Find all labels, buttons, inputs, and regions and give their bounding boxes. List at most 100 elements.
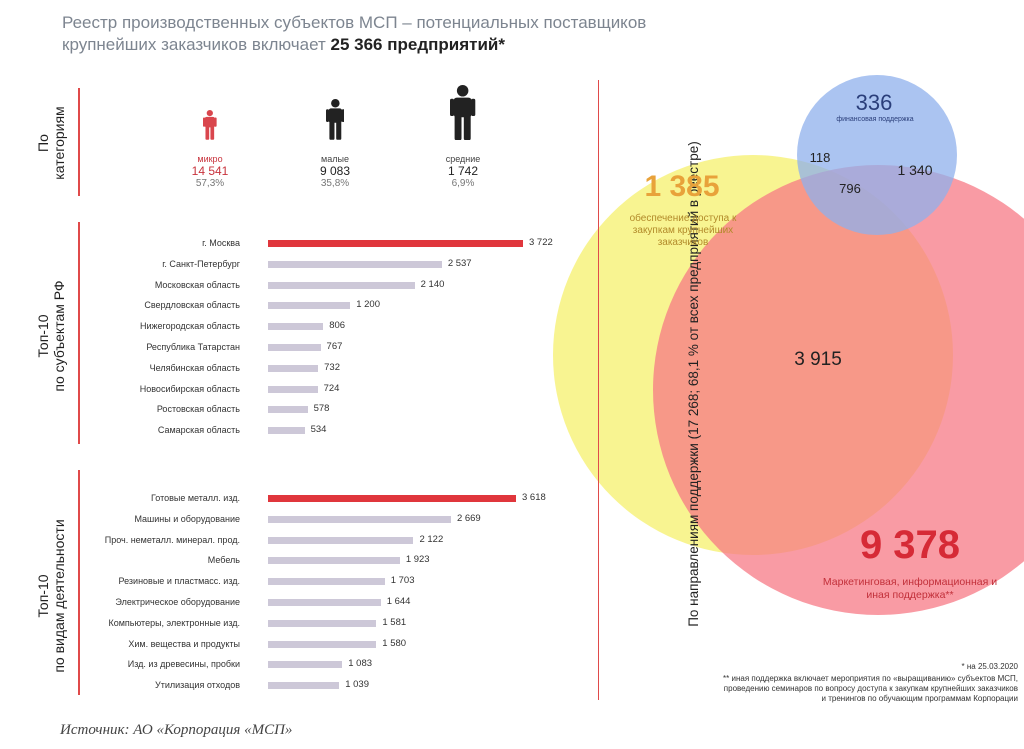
bar [268, 661, 343, 669]
bar-label: Компьютеры, электронные изд. [108, 617, 241, 628]
category-label: малые [321, 154, 349, 164]
bar-label: Готовые металл. изд. [151, 493, 240, 503]
bar-value: 724 [323, 382, 340, 394]
venn-value-access-marketing: 3 915 [794, 349, 842, 370]
venn-value-access-financial: 118 [809, 150, 831, 165]
section-label-categories: По категориям [35, 106, 67, 180]
bar-label: Машины и оборудование [134, 513, 240, 524]
bar-value: 1 581 [382, 616, 407, 628]
bar-value: 1 580 [382, 637, 407, 649]
section-divider-categories [78, 88, 80, 196]
category-value: 14 541 [191, 164, 229, 178]
bar-value: 1 703 [390, 575, 415, 587]
category-1: малые 9 083 35,8% [295, 154, 375, 189]
bar-label: Республика Татарстан [146, 342, 240, 352]
bar-value: 578 [313, 403, 330, 415]
venn-value-financial: 336 [855, 90, 893, 115]
bar-label: Нижегородская область [139, 321, 240, 332]
bar [268, 344, 321, 351]
bar-label: Московская область [154, 279, 240, 290]
venn-label-marketing: Маркетинговая, информационная и иная под… [822, 576, 998, 601]
bar-label: Проч. неметалл. минерал. прод. [104, 534, 240, 545]
bar [268, 619, 377, 627]
bar-value: 3 618 [522, 492, 546, 503]
category-0: микро 14 541 57,3% [170, 154, 250, 189]
bar [268, 515, 451, 523]
bar-value: 2 537 [447, 257, 472, 269]
bar [268, 536, 414, 544]
bar-label: Хим. вещества и продукты [128, 638, 240, 649]
venn-label-access: обеспечение доступа к закупкам крупнейши… [629, 213, 737, 248]
category-value: 1 742 [447, 164, 479, 178]
bar-label: Утилизация отходов [154, 680, 240, 691]
venn-circle-financial [797, 75, 957, 235]
bar-value: 1 644 [386, 596, 411, 607]
bar-value: 2 140 [420, 278, 445, 290]
bar-value: 732 [324, 361, 340, 373]
bar [268, 385, 318, 393]
title-line-1: Реестр производственных субъектов МСП – … [62, 13, 647, 32]
bar-value: 1 083 [348, 658, 373, 670]
bar [268, 281, 415, 289]
footnote-other-support: ** иная поддержка включает мероприятия п… [723, 674, 1018, 703]
bar-label: Ростовская область [156, 404, 240, 415]
bar-value: 2 669 [456, 512, 481, 524]
category-percent: 35,8% [320, 178, 350, 189]
category-2: средние 1 742 6,9% [423, 154, 503, 189]
venn-value-access: 1 385 [644, 170, 720, 203]
bar [268, 240, 523, 247]
bar-label: Изд. из древесины, пробки [127, 659, 240, 670]
section-divider-regions [78, 222, 80, 444]
venn-value-marketing: 9 378 [859, 523, 961, 567]
category-percent: 57,3% [195, 178, 225, 189]
bar-label: Самарская область [157, 425, 240, 436]
category-percent: 6,9% [451, 178, 475, 189]
bar [268, 682, 340, 690]
bar-value: 806 [329, 320, 346, 332]
bar-value: 767 [326, 341, 343, 352]
bar-value: 534 [310, 424, 327, 436]
bar-label: г. Санкт-Петербург [162, 258, 240, 269]
venn-diagram [553, 75, 1024, 615]
bar [268, 302, 351, 310]
footnote-date: * на 25.03.2020 [961, 662, 1018, 671]
bar [268, 364, 319, 372]
bar-label: Резиновые и пластмасс. изд. [118, 576, 240, 587]
bar-value: 1 923 [405, 554, 430, 566]
page-title: Реестр производственных субъектов МСП – … [62, 12, 762, 56]
bar-label: Новосибирская область [139, 383, 240, 394]
bar-label: Челябинская область [149, 362, 240, 373]
bar [268, 495, 516, 502]
title-line-2: крупнейших заказчиков включает 25 366 пр… [62, 34, 762, 56]
bar-value: 1 200 [356, 299, 380, 311]
bar [268, 640, 377, 648]
bar-value: 1 039 [345, 679, 369, 691]
title-total: 25 366 предприятий* [330, 35, 505, 54]
bar [268, 599, 381, 606]
source-note: Источник: АО «Корпорация «МСП» [60, 722, 293, 738]
venn-value-all-three: 796 [839, 181, 861, 196]
bar [268, 427, 305, 435]
person-small-icon [203, 110, 217, 140]
bar-value: 3 722 [529, 237, 553, 248]
bar [268, 260, 442, 268]
person-large-icon [450, 84, 476, 140]
bar [268, 578, 385, 586]
section-divider-industries [78, 470, 80, 695]
bar [268, 557, 400, 565]
bar-label: Мебель [207, 555, 240, 566]
bar [268, 323, 324, 331]
section-divider-support [598, 80, 599, 700]
venn-circle-marketing [653, 165, 1024, 615]
category-value: 9 083 [319, 164, 351, 178]
venn-label-financial: финансовая поддержка [836, 116, 914, 123]
bar-label: Свердловская область [144, 300, 240, 311]
title-line-2-prefix: крупнейших заказчиков включает [62, 35, 331, 54]
category-label: микро [197, 154, 223, 164]
bar-value: 2 122 [419, 533, 444, 545]
venn-value-marketing-financial: 1 340 [897, 162, 933, 178]
category-label: средние [445, 154, 481, 164]
bar-label: Электрическое оборудование [115, 597, 240, 607]
person-medium-icon [325, 99, 345, 140]
bar-label: г. Москва [202, 238, 240, 248]
